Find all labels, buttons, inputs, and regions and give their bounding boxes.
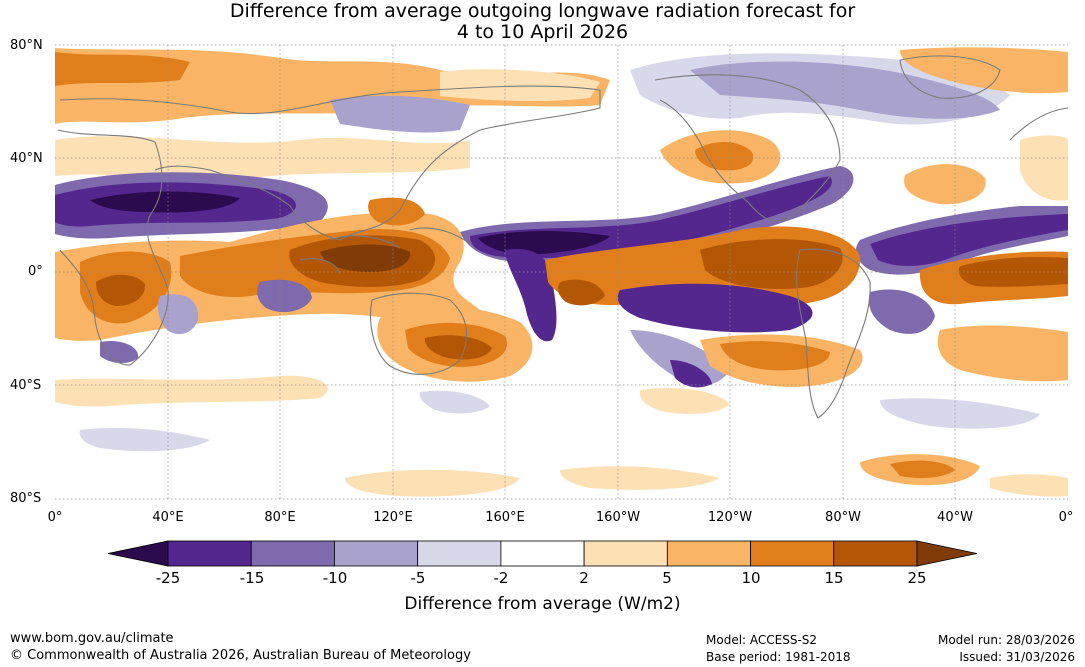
anomaly-negative-region bbox=[670, 360, 712, 388]
anomaly-negative-region bbox=[79, 427, 210, 452]
colorbar bbox=[107, 540, 978, 567]
footer-model-run: Model run: 28/03/2026 bbox=[937, 633, 1075, 647]
anomaly-negative-region bbox=[617, 283, 813, 333]
anomaly-negative-region bbox=[478, 231, 610, 255]
colorbar-title: Difference from average (W/m2) bbox=[404, 594, 681, 614]
colorbar-extension-high bbox=[916, 540, 978, 567]
colorbar-tick-label: 25 bbox=[907, 569, 927, 587]
anomaly-positive-region bbox=[55, 52, 190, 86]
footer-model: Model: ACCESS-S2 bbox=[706, 633, 818, 647]
anomaly-positive-region bbox=[368, 197, 425, 226]
anomaly-positive-region bbox=[900, 47, 1068, 94]
colorbar-swatch bbox=[750, 540, 835, 567]
anomaly-negative-region bbox=[870, 214, 1068, 266]
anomaly-negative-region bbox=[419, 390, 490, 414]
map-title-line-2: 4 to 10 April 2026 bbox=[456, 21, 629, 43]
anomaly-positive-region bbox=[1020, 135, 1068, 201]
anomaly-positive-region bbox=[345, 469, 520, 497]
lon-label-40e: 40°E bbox=[152, 510, 184, 525]
lon-label-160w: 160°W bbox=[595, 510, 641, 525]
lon-label-120e: 120°E bbox=[373, 510, 413, 525]
coastline-eurasia bbox=[59, 85, 601, 241]
lon-label-80e: 80°E bbox=[264, 510, 296, 525]
colorbar-swatch bbox=[583, 540, 668, 567]
anomaly-positive-region bbox=[558, 279, 605, 306]
colorbar-tick-label: 2 bbox=[579, 569, 589, 587]
coastline-north-america bbox=[654, 74, 841, 222]
lon-label-80w: 80°W bbox=[825, 510, 861, 525]
lat-label-40s: 40°S bbox=[10, 378, 42, 393]
colorbar-swatch bbox=[500, 540, 585, 567]
anomaly-negative-region bbox=[90, 191, 240, 213]
anomaly-positive-region bbox=[695, 141, 754, 171]
colorbar-tick-label: -2 bbox=[493, 569, 509, 587]
anomaly-negative-region bbox=[630, 330, 730, 386]
anomaly-negative-region bbox=[880, 398, 1040, 429]
colorbar-swatch bbox=[833, 540, 918, 567]
anomaly-positive-region bbox=[904, 164, 986, 205]
footer-base-period: Base period: 1981-2018 bbox=[706, 650, 851, 664]
map-gridlines bbox=[55, 44, 1068, 500]
anomaly-positive-region bbox=[720, 341, 830, 371]
colorbar-extension-low bbox=[107, 540, 169, 567]
lat-label-80n: 80°N bbox=[10, 38, 43, 53]
lat-label-equator: 0° bbox=[28, 264, 43, 279]
coastline-greenland bbox=[899, 55, 1001, 99]
colorbar-swatch bbox=[167, 540, 252, 567]
anomaly-positive-region bbox=[990, 474, 1068, 497]
anomaly-negative-region bbox=[690, 61, 1000, 119]
anomaly-negative-region bbox=[257, 279, 312, 313]
colorbar-tick-label: 5 bbox=[662, 569, 672, 587]
colorbar-tick-label: -10 bbox=[322, 569, 348, 587]
coastline-south-america bbox=[796, 248, 871, 419]
lon-label-120w: 120°W bbox=[707, 510, 753, 525]
colorbar-tick-label: 10 bbox=[741, 569, 761, 587]
colorbar-swatch bbox=[250, 540, 335, 567]
colorbar-swatch bbox=[666, 540, 751, 567]
footer-issued: Issued: 31/03/2026 bbox=[959, 650, 1075, 664]
colorbar-tick-label: -15 bbox=[239, 569, 265, 587]
footer-url[interactable]: www.bom.gov.au/climate bbox=[10, 631, 174, 646]
anomaly-negative-region bbox=[330, 95, 470, 133]
lat-label-40n: 40°N bbox=[10, 151, 43, 166]
map-title-line-1: Difference from average outgoing longwav… bbox=[229, 0, 856, 22]
colorbar-swatch bbox=[334, 540, 419, 567]
anomaly-positive-region bbox=[96, 274, 146, 306]
anomaly-positive-region bbox=[700, 239, 843, 290]
anomaly-positive-region bbox=[937, 325, 1068, 382]
lon-label-0-right: 0° bbox=[1058, 510, 1074, 525]
colorbar-tick-label: -5 bbox=[410, 569, 426, 587]
anomaly-positive-region bbox=[55, 375, 328, 407]
anomaly-positive-region bbox=[320, 244, 411, 272]
anomaly-negative-region bbox=[157, 294, 199, 335]
lat-label-80s: 80°S bbox=[10, 491, 42, 506]
anomaly-positive-region bbox=[890, 460, 955, 478]
anomaly-positive-region bbox=[440, 69, 600, 102]
colorbar-swatch bbox=[417, 540, 502, 567]
anomaly-positive-region bbox=[639, 387, 730, 414]
colorbar-tick-label: -25 bbox=[155, 569, 181, 587]
footer-copyright: © Commonwealth of Australia 2026, Austra… bbox=[10, 648, 471, 663]
coastline-europe bbox=[1009, 107, 1068, 141]
lon-label-40w: 40°W bbox=[937, 510, 973, 525]
coastline-maritime-continent bbox=[299, 227, 471, 275]
coastline-australia bbox=[370, 292, 468, 375]
anomaly-positive-region bbox=[560, 466, 720, 490]
anomaly-negative-region bbox=[100, 340, 139, 364]
anomaly-positive-region bbox=[958, 256, 1068, 287]
lon-label-0: 0° bbox=[47, 510, 63, 525]
anomaly-positive-region bbox=[424, 335, 492, 360]
anomaly-positive-region bbox=[55, 48, 610, 124]
colorbar-tick-label: 15 bbox=[824, 569, 844, 587]
anomaly-negative-region bbox=[868, 289, 935, 334]
lon-label-160e: 160°E bbox=[485, 510, 525, 525]
anomaly-field bbox=[55, 45, 1068, 499]
